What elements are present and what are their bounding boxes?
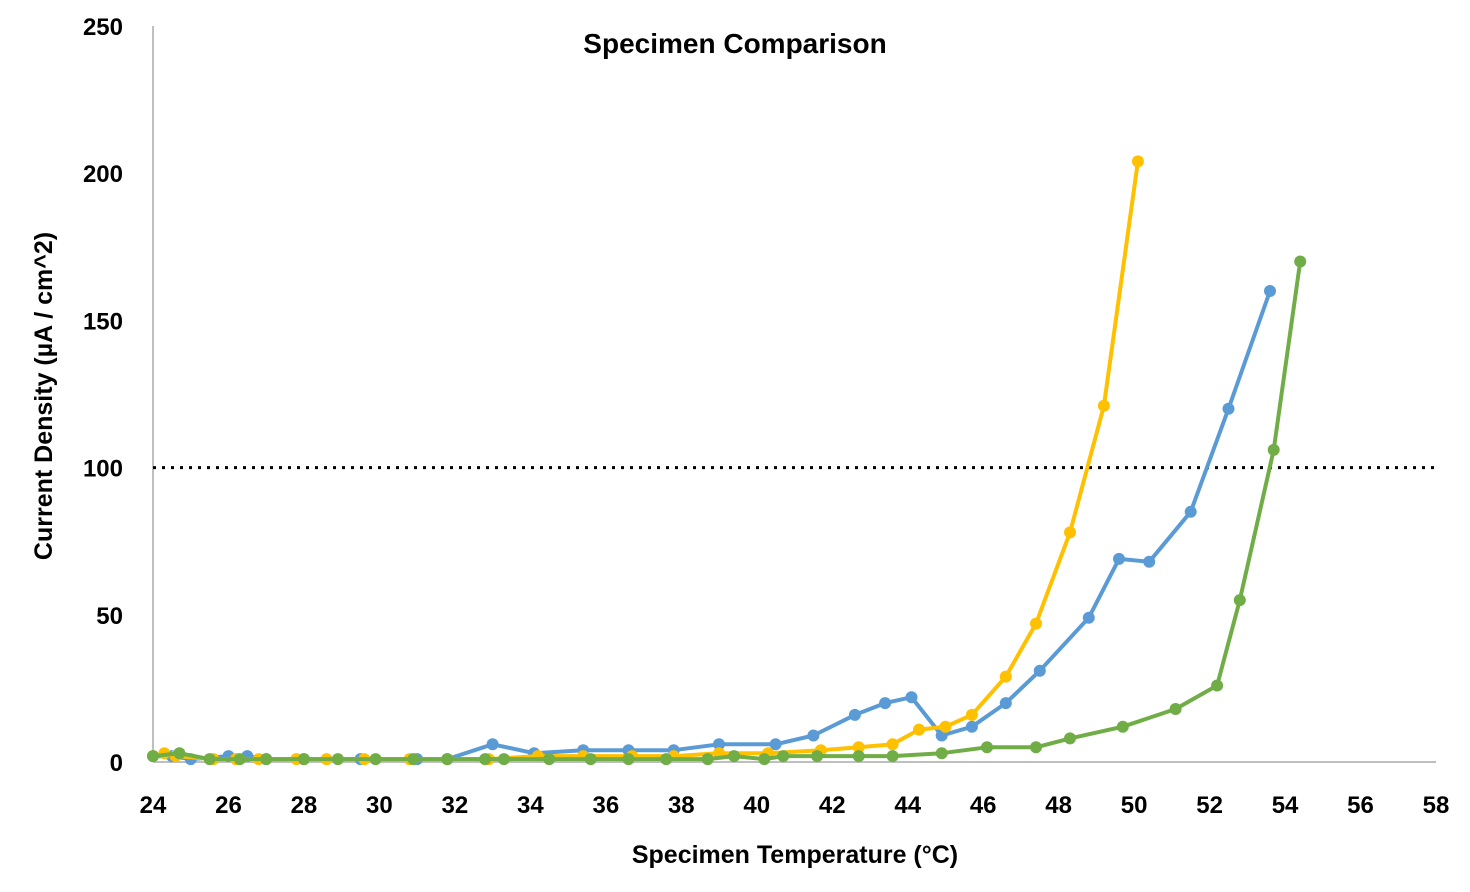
- y-tick-label: 0: [110, 750, 123, 777]
- series-2-point: [913, 723, 925, 736]
- series-2-point: [886, 738, 899, 751]
- chart-title: Specimen Comparison: [583, 28, 886, 59]
- x-tick-labels: 24 26 28 30 32 34 36 38 40 42 44 46 48 50 52 54 56 58: [140, 792, 1450, 819]
- series-1-point: [1222, 402, 1235, 415]
- series-3-point: [852, 750, 865, 763]
- x-tick-label: 54: [1272, 792, 1299, 819]
- series-group: [147, 155, 1307, 766]
- x-tick-label: 58: [1423, 792, 1450, 819]
- series-3: [147, 255, 1307, 766]
- series-1-point: [769, 738, 782, 751]
- series-1-point: [965, 720, 978, 733]
- series-2-point: [999, 670, 1012, 683]
- x-tick-label: 26: [215, 792, 242, 819]
- series-3-point: [701, 753, 714, 766]
- series-3-point: [369, 753, 382, 766]
- series-2-line: [151, 159, 1140, 762]
- series-1-point: [713, 738, 725, 751]
- series-3-point: [260, 753, 273, 766]
- x-tick-label: 34: [517, 792, 544, 819]
- x-tick-label: 32: [442, 792, 469, 819]
- x-tick-label: 50: [1121, 792, 1148, 819]
- series-3-point: [1267, 443, 1280, 456]
- x-tick-label: 48: [1045, 792, 1072, 819]
- series-3-point: [479, 753, 492, 766]
- series-3-point: [1030, 741, 1042, 754]
- series-2-point: [1030, 617, 1042, 630]
- series-1-point: [848, 708, 861, 721]
- series-3-point: [203, 753, 216, 766]
- series-3-point: [811, 750, 824, 763]
- series-3-point: [441, 753, 454, 766]
- x-tick-label: 36: [592, 792, 619, 819]
- x-tick-label: 40: [743, 792, 770, 819]
- series-3-point: [233, 753, 246, 766]
- series-1-point: [1033, 664, 1046, 677]
- series-1-point: [1143, 555, 1156, 568]
- series-3-point: [886, 750, 899, 763]
- y-tick-labels: 0 50 100 150 200 250: [83, 14, 123, 777]
- x-tick-label: 42: [819, 792, 846, 819]
- series-3-point: [147, 750, 159, 763]
- series-3-point: [497, 753, 510, 766]
- series-3-point: [728, 750, 741, 763]
- x-tick-label: 38: [668, 792, 695, 819]
- series-1-point: [999, 697, 1012, 710]
- series-3-point: [543, 753, 556, 766]
- series-1-point: [879, 697, 892, 710]
- series-3-point: [1169, 703, 1182, 715]
- series-2-point: [852, 741, 865, 754]
- series-1-point: [807, 729, 820, 742]
- x-tick-label: 52: [1196, 792, 1223, 819]
- series-2-point: [965, 708, 978, 721]
- x-axis-title: Specimen Temperature (°C): [632, 841, 958, 869]
- x-tick-label: 24: [140, 792, 167, 819]
- series-1: [147, 285, 1276, 766]
- y-tick-label: 100: [83, 456, 123, 483]
- series-2: [147, 155, 1144, 766]
- x-tick-label: 44: [894, 792, 921, 819]
- series-3-point: [1211, 679, 1224, 692]
- series-3-point: [1116, 720, 1129, 733]
- series-3-point: [777, 750, 790, 763]
- x-tick-label: 56: [1347, 792, 1374, 819]
- series-3-point: [331, 753, 344, 766]
- series-3-point: [1294, 255, 1307, 268]
- series-2-point: [1131, 155, 1144, 168]
- y-tick-label: 250: [83, 14, 123, 41]
- series-3-point: [935, 747, 948, 760]
- series-2-point: [939, 720, 952, 733]
- y-tick-label: 50: [96, 603, 123, 630]
- x-tick-label: 30: [366, 792, 393, 819]
- series-1-point: [1113, 552, 1125, 565]
- series-3-point: [407, 753, 420, 766]
- series-1-point: [1264, 285, 1276, 297]
- series-3-point: [758, 753, 771, 766]
- series-3-point: [297, 753, 310, 766]
- series-3-line: [151, 259, 1303, 762]
- series-3-point: [1064, 732, 1076, 745]
- x-tick-label: 46: [970, 792, 997, 819]
- series-1-point: [1082, 611, 1095, 624]
- series-3-point: [660, 753, 673, 766]
- series-1-point: [905, 691, 918, 704]
- series-1-line: [151, 289, 1272, 762]
- series-3-point: [622, 753, 635, 766]
- series-3-point: [584, 753, 597, 766]
- y-tick-label: 200: [83, 161, 123, 188]
- series-2-point: [1064, 526, 1076, 539]
- series-1-point: [486, 738, 499, 751]
- x-tick-label: 28: [291, 792, 318, 819]
- series-2-point: [1097, 399, 1110, 412]
- series-3-point: [1233, 594, 1246, 607]
- series-1-point: [1184, 505, 1197, 518]
- series-3-point: [981, 741, 993, 754]
- y-axis-title: Current Density (µA / cm^2): [30, 232, 58, 560]
- series-3-point: [173, 747, 186, 760]
- y-tick-label: 150: [83, 308, 123, 335]
